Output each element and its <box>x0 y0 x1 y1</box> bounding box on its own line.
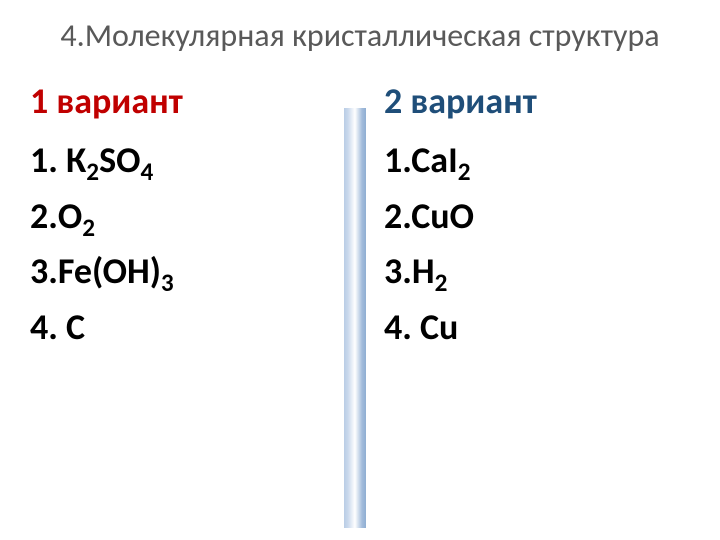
chem-pre: C <box>66 305 85 349</box>
chem-sub: 3 <box>161 268 174 299</box>
vertical-divider <box>344 108 366 528</box>
item-left-2: 2.О2 <box>30 189 336 245</box>
item-right-4: 4. Cu <box>384 300 690 356</box>
chem-pre: Cu <box>420 305 458 349</box>
item-num: 1. <box>30 138 66 182</box>
chem-mid: SO <box>99 138 140 182</box>
item-num: 4. <box>384 305 420 349</box>
item-left-1: 1. К2SO4 <box>30 133 336 189</box>
chem-pre: H <box>412 249 435 293</box>
chem-sub: 4 <box>140 156 153 187</box>
chem-pre: CuO <box>411 194 474 238</box>
slide-title: 4.Молекулярная кристаллическая структура <box>30 18 690 55</box>
item-num: 3. <box>30 249 58 293</box>
item-right-1: 1.CaI2 <box>384 133 690 189</box>
item-num: 3. <box>384 249 412 293</box>
item-left-3: 3.Fe(OH)3 <box>30 244 336 300</box>
chem-sub: 2 <box>86 156 99 187</box>
item-right-3: 3.H2 <box>384 244 690 300</box>
chem-pre: Fe(OH) <box>58 249 161 293</box>
chem-pre: CaI <box>411 138 457 182</box>
variant-1-heading: 1 вариант <box>30 79 336 123</box>
item-num: 2. <box>384 194 411 238</box>
chem-sub: 2 <box>435 268 448 299</box>
item-left-4: 4. C <box>30 300 336 356</box>
chem-pre: К <box>66 138 86 182</box>
item-num: 4. <box>30 305 66 349</box>
chem-pre: О <box>58 194 82 238</box>
chem-sub: 2 <box>458 156 471 187</box>
column-left: 1 вариант 1. К2SO4 2.О2 3.Fe(OH)3 4. C <box>30 79 336 356</box>
item-right-2: 2.CuO <box>384 189 690 245</box>
column-right: 2 вариант 1.CaI2 2.CuO 3.H2 4. Cu <box>336 79 690 356</box>
chem-sub: 2 <box>82 212 95 243</box>
variant-2-heading: 2 вариант <box>384 79 690 123</box>
item-num: 2. <box>30 194 58 238</box>
item-num: 1. <box>384 138 411 182</box>
